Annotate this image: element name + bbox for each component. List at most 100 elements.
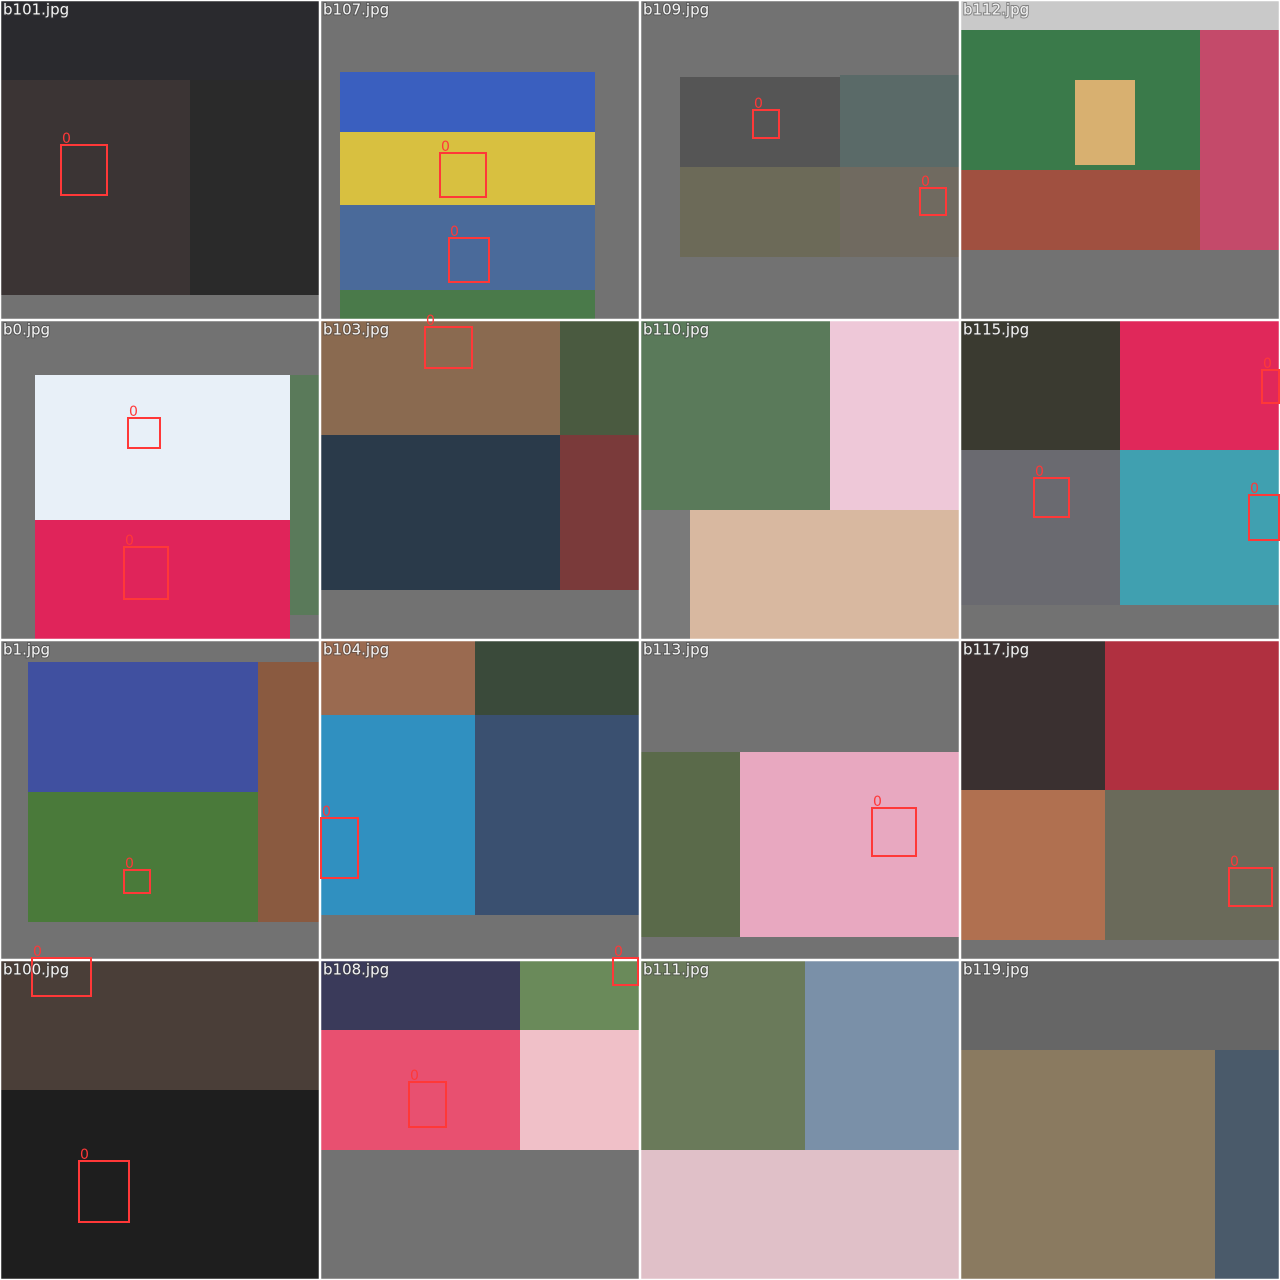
photo-region xyxy=(0,960,320,1090)
tile-filename: b1.jpg xyxy=(3,641,50,659)
photo-region xyxy=(1105,790,1280,940)
photo-region xyxy=(1200,30,1280,250)
box-label: 0 xyxy=(441,139,450,155)
photo-region xyxy=(35,375,290,520)
bounding-box xyxy=(752,109,780,139)
tile-border xyxy=(319,319,641,641)
box-label: 0 xyxy=(754,96,763,112)
photo-region xyxy=(960,1050,1215,1280)
box-label: 0 xyxy=(426,313,435,329)
photo-region xyxy=(475,715,640,915)
photo-region xyxy=(340,132,595,205)
bounding-box xyxy=(320,817,359,879)
tile xyxy=(639,959,961,1280)
bounding-box xyxy=(78,1160,130,1223)
photo-region xyxy=(830,320,960,510)
tile-border xyxy=(0,639,321,961)
photo-region xyxy=(840,75,960,167)
photo-region xyxy=(520,1030,640,1150)
bounding-box xyxy=(919,187,947,216)
photo-region xyxy=(960,170,1200,250)
box-label: 0 xyxy=(125,856,134,872)
photo-region xyxy=(1105,640,1280,790)
photo-region xyxy=(28,662,258,792)
box-label: 0 xyxy=(410,1068,419,1084)
bounding-box xyxy=(1228,867,1273,907)
tile-filename: b107.jpg xyxy=(323,1,389,19)
tile xyxy=(0,0,321,321)
box-label: 0 xyxy=(62,131,71,147)
bounding-box xyxy=(439,152,487,198)
box-label: 0 xyxy=(450,224,459,240)
photo-region xyxy=(680,77,840,167)
box-label: 0 xyxy=(33,944,42,960)
photo-region xyxy=(960,320,1120,450)
bounding-box xyxy=(424,326,473,369)
photo-region xyxy=(35,520,290,640)
tile-filename: b112.jpg xyxy=(963,1,1029,19)
tile xyxy=(319,639,641,961)
box-label: 0 xyxy=(125,533,134,549)
box-label: 0 xyxy=(1250,481,1259,497)
bounding-box xyxy=(612,957,639,986)
photo-region xyxy=(840,167,960,257)
box-label: 0 xyxy=(1035,464,1044,480)
tile-border xyxy=(319,639,641,961)
photo-region xyxy=(1075,80,1135,165)
tile xyxy=(639,319,961,641)
photo-region xyxy=(640,1150,960,1280)
photo-region xyxy=(520,960,640,1030)
photo-region xyxy=(340,72,595,132)
bounding-box xyxy=(31,957,92,997)
bounding-box xyxy=(1261,369,1280,404)
tile-filename: b0.jpg xyxy=(3,321,50,339)
tile-border xyxy=(0,0,321,321)
tile-filename: b101.jpg xyxy=(3,1,69,19)
photo-region xyxy=(320,960,520,1030)
tile-filename: b108.jpg xyxy=(323,961,389,979)
photo-region xyxy=(960,640,1105,790)
photo-region xyxy=(258,662,320,922)
photo-region xyxy=(320,320,560,435)
box-label: 0 xyxy=(921,174,930,190)
tile-filename: b103.jpg xyxy=(323,321,389,339)
tile-filename: b104.jpg xyxy=(323,641,389,659)
bounding-box xyxy=(123,546,169,600)
tile xyxy=(0,319,321,641)
tile xyxy=(959,959,1280,1280)
tile xyxy=(959,0,1280,321)
photo-region xyxy=(960,450,1120,605)
photo-region xyxy=(640,510,690,640)
photo-region xyxy=(960,790,1105,940)
photo-region xyxy=(320,640,475,715)
photo-region xyxy=(1120,450,1280,605)
tile xyxy=(639,0,961,321)
tile-border xyxy=(639,319,961,641)
tile-border xyxy=(639,0,961,321)
tile-border xyxy=(639,639,961,961)
box-label: 0 xyxy=(614,944,623,960)
photo-region xyxy=(740,752,960,937)
bounding-box xyxy=(123,869,151,894)
photo-region xyxy=(680,167,840,257)
box-label: 0 xyxy=(322,804,331,820)
box-label: 0 xyxy=(1263,356,1272,372)
photo-region xyxy=(320,435,560,590)
tile-filename: b111.jpg xyxy=(643,961,709,979)
tile-filename: b109.jpg xyxy=(643,1,709,19)
photo-region xyxy=(560,320,640,435)
bounding-box xyxy=(60,144,108,196)
photo-region xyxy=(0,0,320,80)
tile xyxy=(0,639,321,961)
photo-region xyxy=(28,792,258,922)
tile xyxy=(959,639,1280,961)
box-label: 0 xyxy=(80,1147,89,1163)
photo-region xyxy=(805,960,960,1150)
tile xyxy=(319,0,641,321)
tile xyxy=(639,639,961,961)
box-label: 0 xyxy=(1230,854,1239,870)
tile xyxy=(319,319,641,641)
box-label: 0 xyxy=(129,404,138,420)
tile-filename: b115.jpg xyxy=(963,321,1029,339)
